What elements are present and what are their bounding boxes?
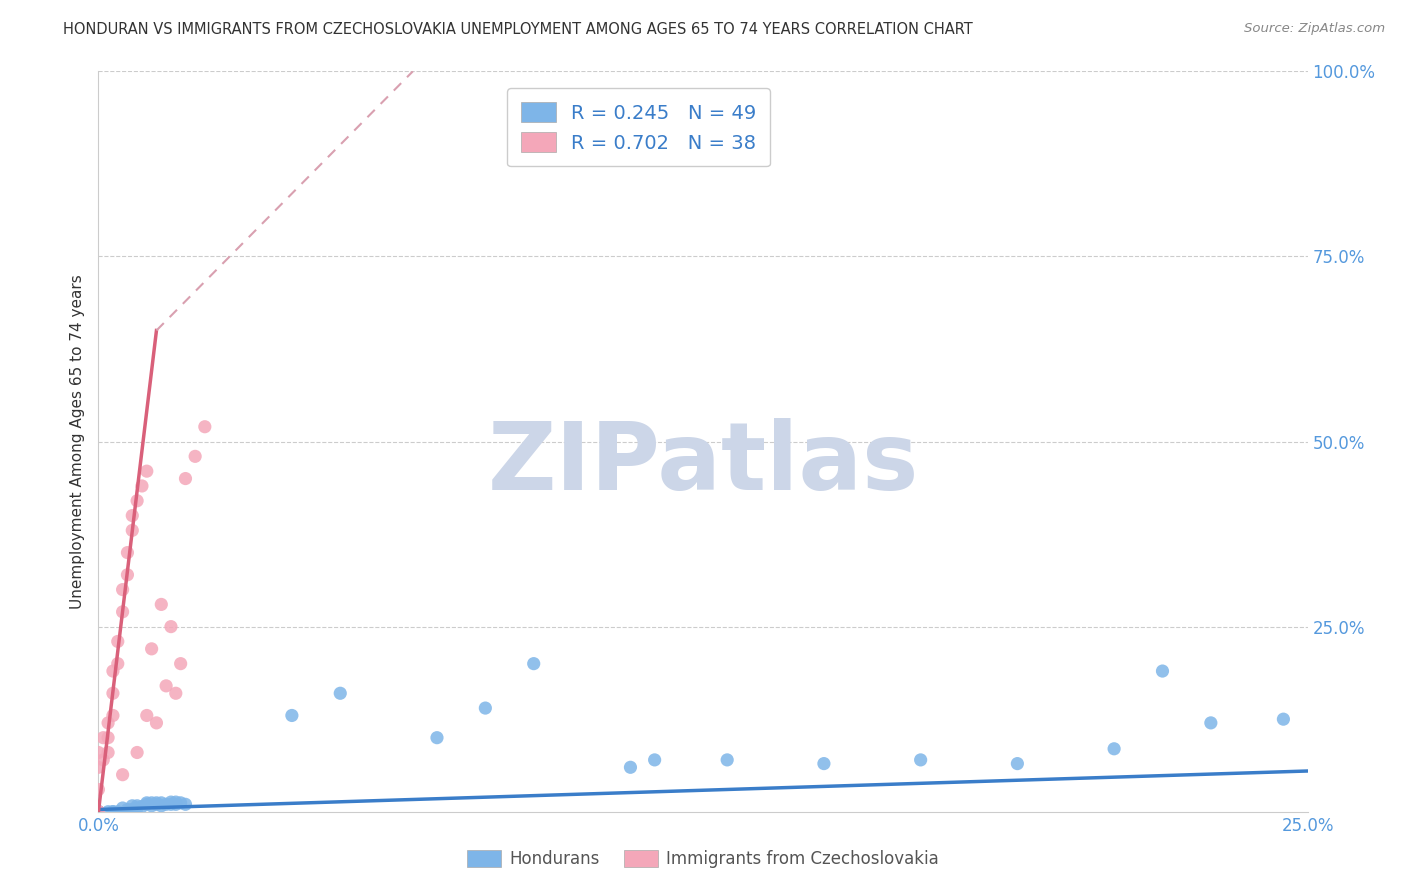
Point [91, 753, 114, 767]
Point [87, 805, 110, 819]
Point [1152, 664, 1174, 678]
Point [523, 657, 546, 671]
Point [281, 708, 304, 723]
Point [87, 746, 110, 760]
Point [107, 634, 129, 648]
Point [813, 756, 835, 771]
Point [644, 753, 666, 767]
Y-axis label: Unemployment Among Ages 65 to 74 years: Unemployment Among Ages 65 to 74 years [69, 274, 84, 609]
Point [619, 760, 641, 774]
Point [117, 567, 139, 582]
Point [127, 798, 149, 813]
Point [101, 664, 124, 678]
Point [150, 798, 173, 813]
Point [87, 805, 110, 819]
Point [87, 760, 110, 774]
Point [141, 798, 163, 813]
Point [87, 805, 110, 819]
Point [184, 450, 207, 464]
Point [1272, 712, 1295, 726]
Text: ZIPatlas: ZIPatlas [488, 417, 918, 509]
Point [117, 805, 139, 819]
Point [127, 801, 149, 815]
Point [910, 753, 932, 767]
Point [1102, 741, 1125, 756]
Point [155, 679, 177, 693]
Point [194, 419, 217, 434]
Legend: Hondurans, Immigrants from Czechoslovakia: Hondurans, Immigrants from Czechoslovaki… [461, 843, 945, 875]
Point [87, 805, 110, 819]
Point [165, 795, 187, 809]
Point [174, 797, 197, 812]
Point [135, 708, 157, 723]
Point [101, 805, 124, 819]
Point [141, 641, 163, 656]
Point [155, 797, 177, 812]
Point [1007, 756, 1029, 771]
Point [121, 508, 143, 523]
Point [135, 797, 157, 812]
Point [145, 796, 167, 810]
Point [97, 715, 120, 730]
Point [87, 805, 110, 819]
Point [121, 798, 143, 813]
Point [107, 657, 129, 671]
Point [91, 731, 114, 745]
Point [111, 801, 134, 815]
Point [150, 598, 173, 612]
Point [131, 479, 153, 493]
Point [329, 686, 352, 700]
Point [145, 715, 167, 730]
Point [426, 731, 449, 745]
Point [87, 805, 110, 819]
Point [121, 803, 143, 817]
Point [160, 795, 183, 809]
Point [97, 731, 120, 745]
Point [160, 619, 183, 633]
Point [135, 464, 157, 478]
Point [474, 701, 496, 715]
Point [97, 746, 120, 760]
Point [165, 797, 187, 812]
Point [141, 796, 163, 810]
Point [127, 493, 149, 508]
Point [1199, 715, 1222, 730]
Legend: R = 0.245   N = 49, R = 0.702   N = 38: R = 0.245 N = 49, R = 0.702 N = 38 [508, 88, 770, 167]
Point [87, 805, 110, 819]
Text: Source: ZipAtlas.com: Source: ZipAtlas.com [1244, 22, 1385, 36]
Point [101, 686, 124, 700]
Point [160, 797, 183, 812]
Point [101, 805, 124, 819]
Point [111, 605, 134, 619]
Point [107, 805, 129, 819]
Point [127, 746, 149, 760]
Point [174, 471, 197, 485]
Point [131, 799, 153, 814]
Point [111, 582, 134, 597]
Point [87, 805, 110, 819]
Point [87, 782, 110, 797]
Point [150, 796, 173, 810]
Point [716, 753, 738, 767]
Point [117, 803, 139, 817]
Point [165, 686, 187, 700]
Point [145, 797, 167, 812]
Point [169, 657, 191, 671]
Point [117, 546, 139, 560]
Point [87, 805, 110, 819]
Point [169, 796, 191, 810]
Point [87, 805, 110, 819]
Point [121, 524, 143, 538]
Point [101, 708, 124, 723]
Text: HONDURAN VS IMMIGRANTS FROM CZECHOSLOVAKIA UNEMPLOYMENT AMONG AGES 65 TO 74 YEAR: HONDURAN VS IMMIGRANTS FROM CZECHOSLOVAK… [63, 22, 973, 37]
Point [111, 767, 134, 781]
Point [135, 796, 157, 810]
Point [97, 805, 120, 819]
